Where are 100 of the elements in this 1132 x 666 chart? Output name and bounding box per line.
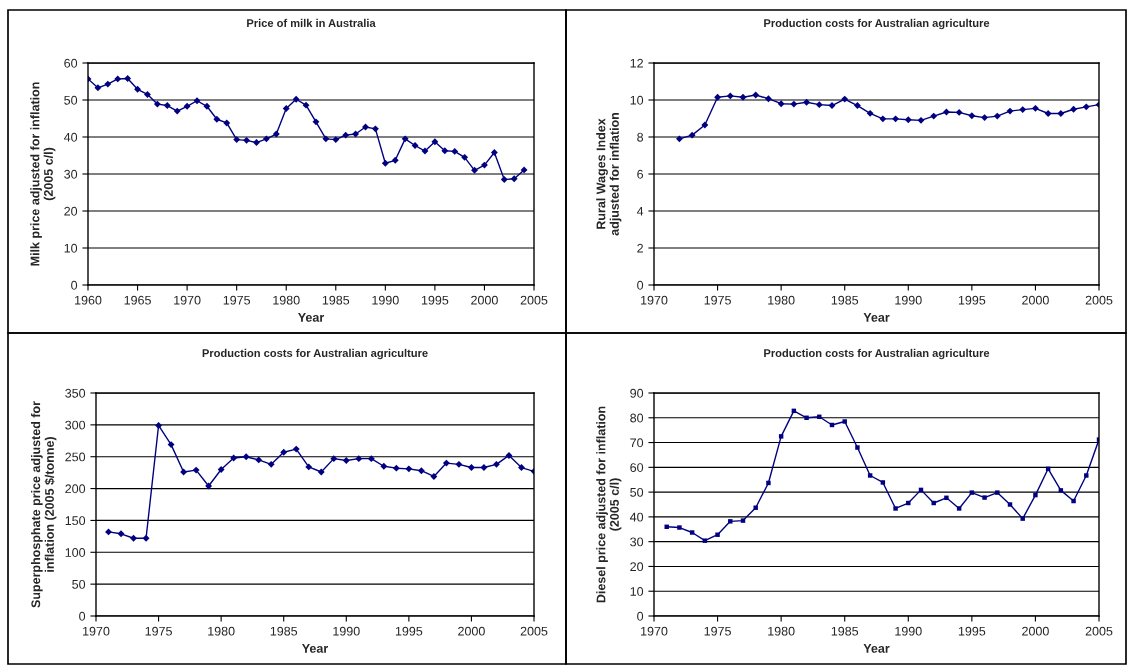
y-tick-label: 0	[71, 280, 78, 290]
point	[930, 112, 938, 120]
point	[715, 532, 720, 537]
point	[134, 85, 141, 93]
point	[183, 102, 191, 110]
x-tick-label: 2005	[520, 626, 548, 636]
point	[163, 102, 171, 109]
y-tick-label: 60	[630, 463, 644, 472]
point	[155, 422, 163, 429]
point	[317, 468, 325, 476]
y-axis-title: Superphosphate price adjusted for inflation (2005 $/tonne)	[31, 401, 57, 608]
x-tick-label: 1960	[75, 295, 102, 305]
point	[493, 460, 500, 468]
point	[764, 95, 772, 103]
point	[956, 506, 962, 511]
x-tick-label: 1975	[704, 295, 731, 305]
point	[292, 95, 300, 103]
point	[173, 107, 181, 115]
point	[451, 147, 459, 155]
point	[1084, 473, 1089, 478]
y-tick-label: 350	[65, 388, 86, 398]
point	[790, 100, 798, 108]
point	[305, 463, 313, 471]
x-tick-label: 1970	[641, 626, 668, 636]
point	[233, 136, 241, 144]
point	[664, 524, 669, 530]
y-tick-label: 80	[630, 413, 644, 423]
point	[728, 519, 733, 524]
point	[117, 530, 125, 538]
x-tick-label: 1980	[273, 295, 300, 305]
point	[804, 415, 809, 420]
y-tick-label: 90	[630, 388, 644, 398]
point	[380, 462, 388, 470]
x-tick-label: 1980	[768, 295, 795, 305]
point	[203, 102, 211, 110]
point	[467, 464, 475, 471]
x-tick-label: 2000	[458, 626, 485, 636]
point	[217, 466, 225, 473]
y-tick-label: 12	[630, 58, 643, 68]
x-tick-label: 2005	[520, 295, 548, 305]
x-tick-label: 1970	[83, 626, 110, 636]
point	[430, 473, 438, 480]
x-tick-label: 1980	[768, 626, 795, 636]
point	[714, 93, 722, 101]
y-axis-title: Milk price adjusted for inflation (2005 c/l)	[30, 82, 56, 266]
point	[352, 130, 360, 138]
point	[130, 534, 137, 542]
point	[993, 112, 1001, 120]
point	[282, 105, 290, 112]
x-tick-label: 1975	[223, 295, 251, 305]
x-tick-label: 1965	[124, 295, 151, 305]
y-tick-label: 60	[64, 58, 78, 68]
point	[355, 455, 363, 463]
y-tick-label: 50	[64, 95, 78, 105]
x-tick-label: 1975	[704, 626, 731, 636]
x-tick-label: 1970	[174, 295, 201, 305]
point	[1007, 502, 1013, 507]
point	[114, 75, 122, 83]
point	[701, 121, 709, 129]
x-tick-label: 1990	[895, 295, 922, 305]
point	[893, 506, 898, 511]
y-tick-label: 50	[72, 579, 86, 589]
point	[867, 473, 873, 478]
point	[490, 149, 498, 156]
x-tick-label: 1975	[145, 626, 172, 636]
point	[1070, 105, 1078, 113]
y-tick-label: 250	[65, 452, 86, 462]
y-tick-label: 4	[636, 206, 644, 216]
point	[879, 115, 887, 123]
y-tick-label: 10	[630, 587, 644, 596]
point	[906, 500, 911, 506]
point	[853, 102, 861, 109]
y-axis-title: Rural Wages Index adjusted for inflation	[596, 112, 622, 236]
x-tick-label: 1985	[831, 295, 859, 305]
y-tick-label: 0	[637, 280, 644, 290]
point	[753, 505, 758, 510]
y-tick-label: 6	[637, 169, 644, 179]
point	[421, 147, 429, 155]
point	[518, 464, 525, 471]
chart-title: Price of milk in Australia	[247, 18, 376, 27]
point	[417, 467, 425, 475]
y-tick-label: 8	[637, 132, 644, 142]
y-axis-title: Diesel price adjusted for inflation (2005 c/l)	[596, 406, 622, 603]
x-tick-label: 2000	[1022, 295, 1049, 305]
point	[405, 465, 413, 473]
point	[322, 135, 330, 143]
point	[1071, 498, 1076, 504]
x-tick-label: 2000	[471, 295, 498, 305]
x-tick-label: 1995	[958, 295, 986, 305]
point	[842, 419, 847, 424]
point	[142, 534, 150, 542]
chart-title: Production costs for Australian agriculture	[764, 348, 990, 360]
point	[330, 455, 338, 463]
y-tick-label: 30	[630, 537, 644, 547]
point	[94, 84, 102, 92]
point	[917, 116, 925, 124]
y-tick-label: 70	[630, 438, 644, 448]
x-axis-title: Year	[298, 313, 325, 322]
point	[230, 454, 238, 462]
point	[969, 490, 975, 495]
